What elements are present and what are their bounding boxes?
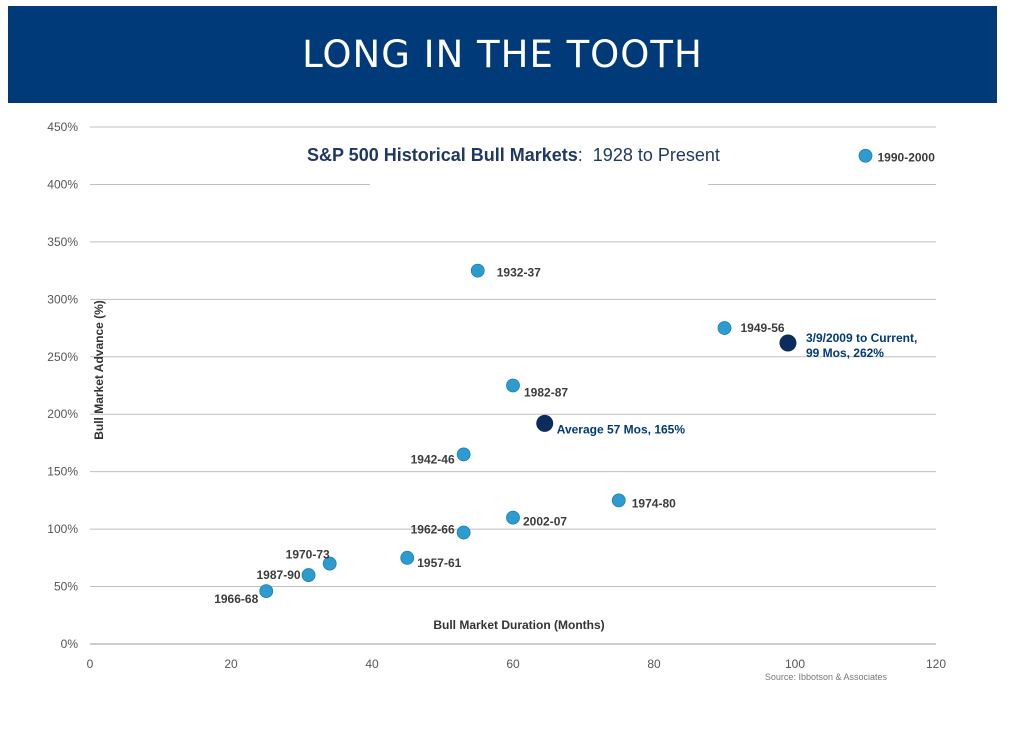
x-axis-label: Bull Market Duration (Months): [433, 618, 604, 632]
point-label: 1970-73: [286, 548, 330, 562]
data-point: [259, 584, 274, 599]
data-point: [322, 556, 337, 571]
highlight-point: [779, 334, 797, 352]
point-label: 1990-2000: [878, 151, 936, 165]
chart-title-rest: : 1928 to Present: [578, 145, 720, 165]
y-tick-label: 150%: [47, 465, 78, 479]
page-title: LONG IN THE TOOTH: [302, 33, 703, 76]
point-label: 1966-68: [214, 592, 258, 606]
x-tick-label: 40: [365, 657, 379, 671]
highlight-label: 99 Mos, 262%: [806, 346, 884, 360]
point-label: 2002-07: [523, 515, 567, 529]
x-tick-label: 60: [506, 657, 520, 671]
x-tick-label: 0: [87, 657, 94, 671]
data-point: [400, 550, 415, 565]
point-label: 1932-37: [497, 266, 541, 280]
data-point: [717, 321, 732, 335]
data-point: [858, 148, 873, 163]
highlight-label: Average 57 Mos, 165%: [557, 422, 686, 436]
x-tick-label: 120: [926, 657, 946, 671]
axis-ticks: 0% 50% 100% 150% 200% 250% 300% 350% 400% 450% 0 20…: [47, 120, 946, 671]
data-point: [506, 510, 520, 525]
x-tick-label: 100: [785, 657, 805, 671]
y-tick-label: 200%: [47, 407, 78, 421]
y-axis-label: Bull Market Advance (%): [92, 300, 106, 440]
point-label: 1974-80: [632, 496, 676, 510]
point-label: 1962-66: [411, 523, 455, 537]
point-label: 1942-46: [411, 452, 455, 466]
source-note: Source: Ibbotson & Associates: [765, 672, 888, 682]
data-point: [506, 378, 520, 393]
data-point: [301, 568, 316, 582]
y-tick-label: 350%: [47, 235, 78, 249]
y-tick-label: 300%: [47, 292, 78, 306]
point-label: 1987-90: [257, 568, 301, 582]
data-point: [611, 493, 626, 508]
point-label: 1982-87: [524, 386, 568, 400]
y-tick-label: 450%: [47, 120, 78, 134]
y-tick-label: 50%: [54, 580, 78, 594]
y-tick-label: 250%: [47, 350, 78, 364]
data-point: [456, 525, 471, 540]
gridlines: [90, 126, 936, 645]
data-point: [456, 447, 471, 462]
x-tick-label: 80: [647, 657, 661, 671]
title-banner: LONG IN THE TOOTH: [8, 6, 997, 103]
highlight-label: 3/9/2009 to Current,: [806, 331, 917, 345]
highlight-point: [536, 414, 554, 432]
y-tick-label: 100%: [47, 522, 78, 536]
y-tick-label: 400%: [47, 177, 78, 191]
point-label: 1957-61: [417, 556, 461, 570]
data-point: [470, 263, 485, 278]
chart-title: S&P 500 Historical Bull Markets: 1928 to…: [307, 145, 720, 165]
x-tick-label: 20: [224, 657, 238, 671]
data-points: 1990-2000 1932-37 1949-56 1982-87 1942-46 197…: [214, 148, 936, 606]
y-tick-label: 0%: [61, 637, 79, 651]
chart-title-bold: S&P 500 Historical Bull Markets: [307, 145, 578, 165]
point-label: 1949-56: [741, 321, 785, 335]
